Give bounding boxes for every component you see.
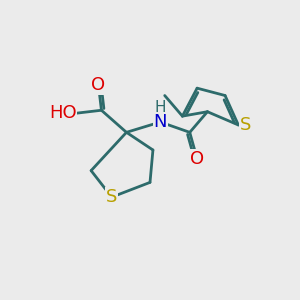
Text: HO: HO bbox=[49, 104, 76, 122]
Text: S: S bbox=[240, 116, 251, 134]
Text: H: H bbox=[154, 100, 166, 115]
Text: O: O bbox=[190, 150, 204, 168]
Text: O: O bbox=[92, 76, 106, 94]
Text: S: S bbox=[106, 188, 117, 206]
Text: N: N bbox=[154, 113, 167, 131]
